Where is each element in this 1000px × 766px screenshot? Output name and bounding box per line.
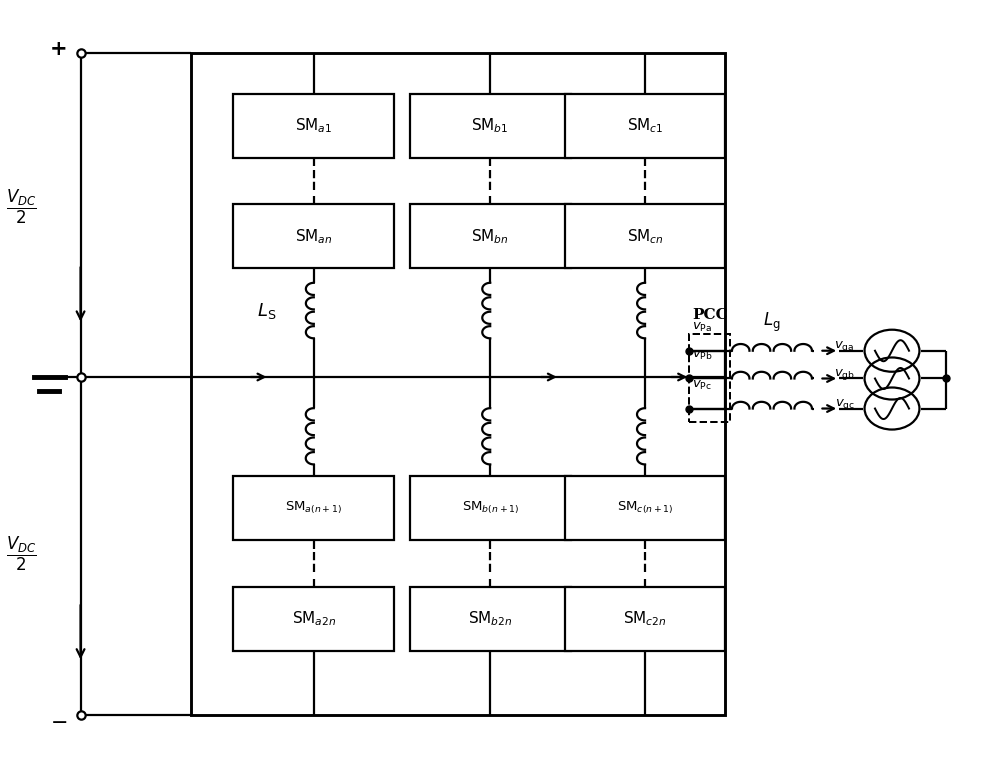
Text: $\dfrac{V_{DC}}{2}$: $\dfrac{V_{DC}}{2}$ [6,535,37,572]
Bar [565,588,725,651]
Text: SM$_{c(n+1)}$: SM$_{c(n+1)}$ [617,499,673,516]
Text: SM$_{a(n+1)}$: SM$_{a(n+1)}$ [285,499,342,516]
Text: $\dfrac{V_{DC}}{2}$: $\dfrac{V_{DC}}{2}$ [6,188,37,227]
Text: $L_{\mathrm{g}}$: $L_{\mathrm{g}}$ [763,310,781,334]
Text: SM$_{b1}$: SM$_{b1}$ [471,116,509,136]
Text: SM$_{b(n+1)}$: SM$_{b(n+1)}$ [462,499,519,516]
Bar [565,205,725,268]
Bar [233,94,394,158]
Text: SM$_{a2n}$: SM$_{a2n}$ [292,610,336,628]
Text: $-$: $-$ [50,711,68,731]
Bar [410,94,571,158]
Bar [410,588,571,651]
Text: SM$_{an}$: SM$_{an}$ [295,227,333,246]
Text: $v_{\mathrm{Pb}}$: $v_{\mathrm{Pb}}$ [692,349,713,362]
Text: SM$_{c1}$: SM$_{c1}$ [627,116,663,136]
Bar [233,588,394,651]
Text: SM$_{bn}$: SM$_{bn}$ [471,227,509,246]
Text: $v_{\mathrm{ga}}$: $v_{\mathrm{ga}}$ [834,339,855,355]
Bar [565,94,725,158]
Text: $v_{\mathrm{gb}}$: $v_{\mathrm{gb}}$ [834,367,855,382]
Text: SM$_{a1}$: SM$_{a1}$ [295,116,332,136]
Bar [689,334,730,422]
Bar [191,53,725,715]
Text: SM$_{c2n}$: SM$_{c2n}$ [623,610,667,628]
Text: $v_{\mathrm{Pa}}$: $v_{\mathrm{Pa}}$ [692,321,712,334]
Text: +: + [50,39,68,59]
Bar [565,476,725,540]
Text: PCC: PCC [692,309,728,322]
Text: $L_{\mathrm{S}}$: $L_{\mathrm{S}}$ [257,300,277,320]
Text: SM$_{cn}$: SM$_{cn}$ [627,227,663,246]
Bar [233,476,394,540]
Bar [410,476,571,540]
Bar [410,205,571,268]
Text: SM$_{b2n}$: SM$_{b2n}$ [468,610,512,628]
Bar [233,205,394,268]
Text: $v_{\mathrm{gc}}$: $v_{\mathrm{gc}}$ [835,398,855,412]
Text: $v_{\mathrm{Pc}}$: $v_{\mathrm{Pc}}$ [692,379,712,392]
